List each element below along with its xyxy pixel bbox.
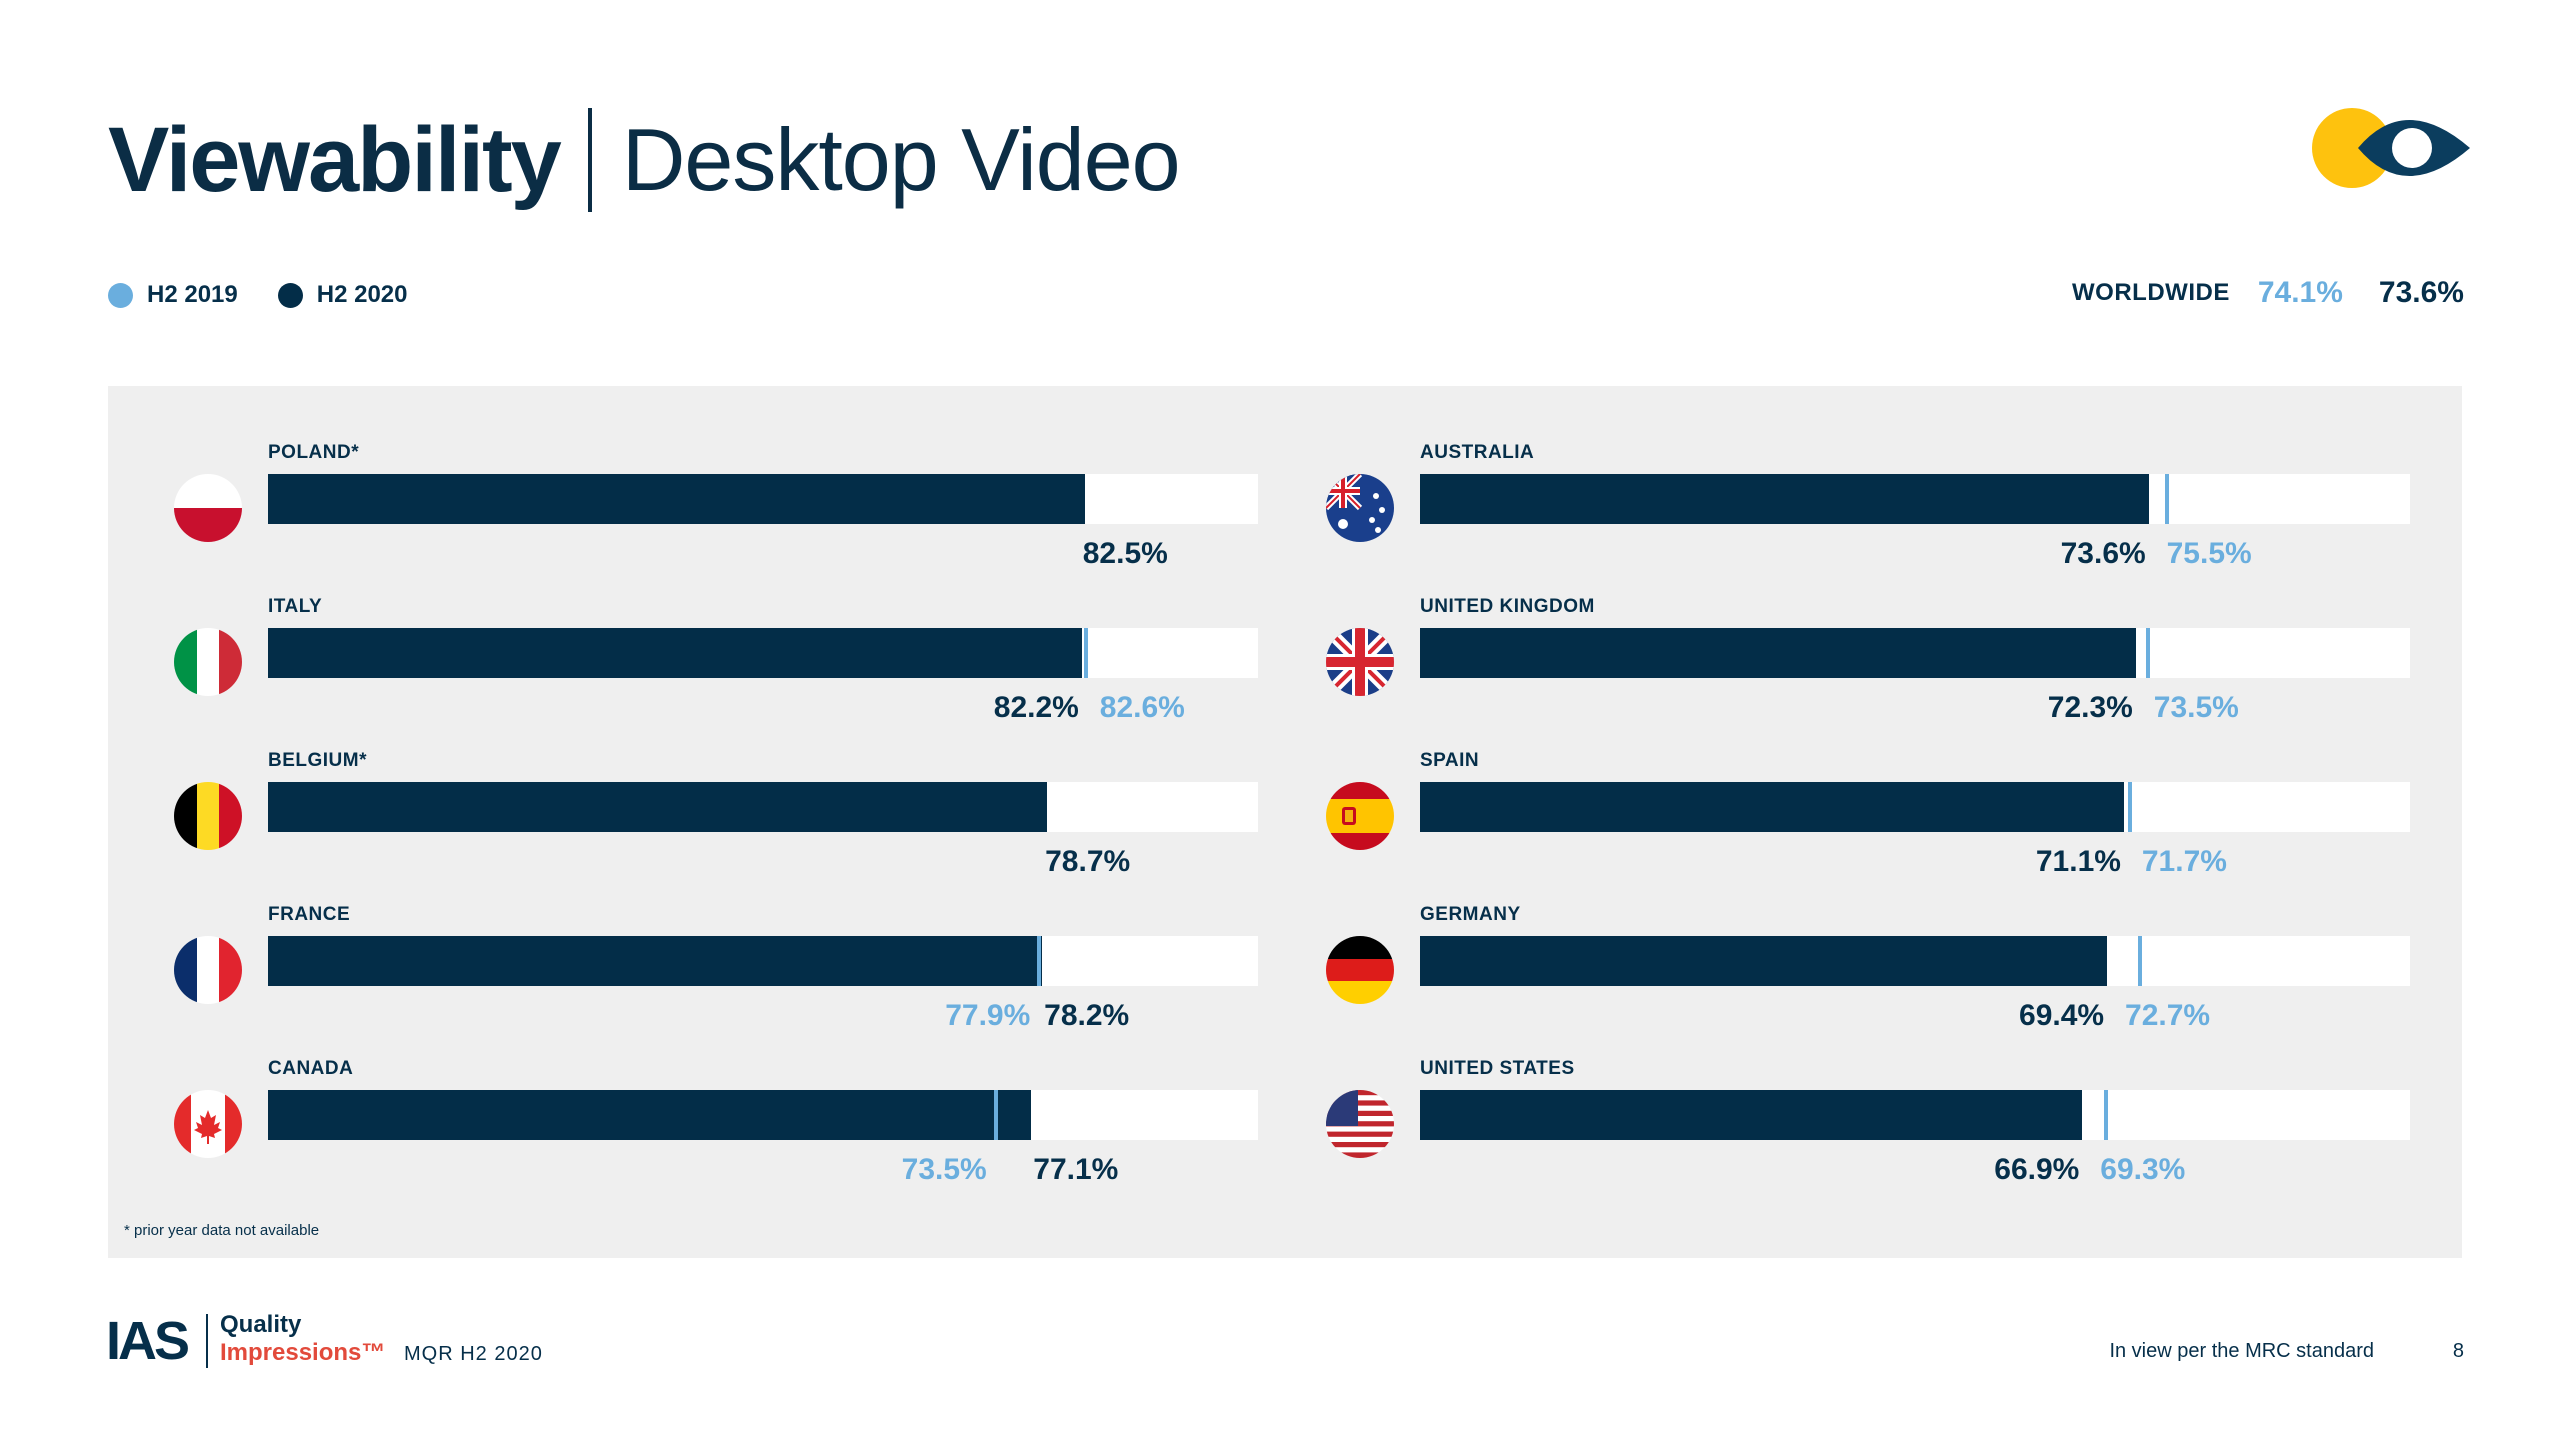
bar-track: [1420, 782, 2410, 832]
value-label-h2-2019: 82.6%: [1099, 691, 1185, 724]
bar-h2-2020: [1420, 936, 2108, 986]
chart-legend: H2 2019 H2 2020: [108, 281, 448, 309]
chart-panel: POLAND* 82.5% ITALY 82.2% 82.6% BELGIUM* 78.7%…: [108, 386, 2462, 1258]
country-name: AUSTRALIA: [1420, 442, 1535, 463]
value-label-h2-2020: 78.2%: [1044, 999, 1130, 1032]
country-name: CANADA: [268, 1058, 354, 1079]
marker-h2-2019: [2137, 936, 2142, 986]
ias-quality: Quality: [220, 1311, 302, 1338]
value-label-h2-2019: 73.5%: [2153, 691, 2239, 724]
value-label-h2-2020: 72.3%: [2047, 691, 2133, 724]
country-name: POLAND*: [268, 442, 360, 463]
eye-logo-icon: [2312, 108, 2470, 188]
marker-h2-2019: [993, 1090, 998, 1140]
belgium-flag-icon: [174, 782, 242, 850]
bar-h2-2020: [1420, 782, 2124, 832]
legend-item-h2-2020: H2 2020: [277, 281, 408, 309]
value-label-h2-2019: 73.5%: [901, 1153, 987, 1186]
marker-h2-2019: [2104, 1090, 2109, 1140]
bar-track: [268, 782, 1258, 832]
value-label-h2-2020: 71.1%: [2035, 845, 2121, 878]
value-label-h2-2020: 78.7%: [1045, 845, 1131, 878]
bar-track: [1420, 1090, 2410, 1140]
legend-item-h2-2019: H2 2019: [108, 281, 238, 309]
value-label-h2-2019: 72.7%: [2125, 999, 2211, 1032]
ias-brand: IAS: [106, 1311, 190, 1371]
italy-flag-icon: [174, 628, 242, 696]
value-label-h2-2020: 69.4%: [2019, 999, 2105, 1032]
marker-h2-2019: [2127, 782, 2132, 832]
marker-h2-2019: [1037, 936, 1042, 986]
bar-track: [268, 628, 1258, 678]
bar-h2-2020: [1420, 1090, 2083, 1140]
mrc-standard-note: In view per the MRC standard: [2109, 1340, 2374, 1362]
value-label-h2-2019: 75.5%: [2166, 537, 2252, 570]
worldwide-summary: WORLDWIDE 74.1% 73.6%: [2072, 276, 2464, 310]
ias-divider: [206, 1314, 208, 1368]
report-label: MQR H2 2020: [404, 1343, 543, 1365]
value-label-h2-2020: 66.9%: [1994, 1153, 2080, 1186]
value-label-h2-2020: 77.1%: [1033, 1153, 1119, 1186]
bar-track: [268, 474, 1258, 524]
germany-flag-icon: [1326, 936, 1394, 1004]
bar-h2-2020: [1420, 628, 2136, 678]
legend-dot-prev: [108, 282, 133, 308]
country-name: ITALY: [268, 596, 323, 617]
value-label-h2-2019: 77.9%: [945, 999, 1031, 1032]
title-main: Viewability: [108, 108, 562, 211]
title-subtitle: Desktop Video: [621, 110, 1181, 209]
value-label-h2-2020: 82.5%: [1082, 537, 1168, 570]
usa-flag-icon: [1326, 1090, 1394, 1158]
legend-label-prev: H2 2019: [147, 281, 238, 308]
worldwide-prev-value: 74.1%: [2257, 276, 2343, 309]
bar-track: [1420, 474, 2410, 524]
footnote: * prior year data not available: [124, 1222, 320, 1239]
value-label-h2-2019: 69.3%: [2100, 1153, 2186, 1186]
poland-flag-icon: [174, 474, 242, 542]
country-name: FRANCE: [268, 904, 351, 925]
bar-h2-2020: [268, 474, 1085, 524]
legend-label-curr: H2 2020: [316, 281, 408, 308]
australia-flag-icon: [1326, 474, 1394, 542]
country-name: UNITED KINGDOM: [1420, 596, 1595, 617]
canada-flag-icon: [174, 1090, 242, 1158]
bar-track: [268, 936, 1258, 986]
bar-h2-2020: [268, 628, 1082, 678]
uk-flag-icon: [1326, 628, 1394, 696]
bar-track: [1420, 936, 2410, 986]
bar-h2-2020: [268, 782, 1048, 832]
bar-h2-2020: [268, 936, 1043, 986]
title-divider: [587, 108, 592, 212]
bar-track: [268, 1090, 1258, 1140]
ias-impressions: Impressions™: [220, 1339, 386, 1366]
page-title: Viewability Desktop Video: [108, 100, 1181, 220]
bar-h2-2020: [268, 1090, 1032, 1140]
worldwide-label: WORLDWIDE: [2072, 279, 2230, 306]
value-label-h2-2020: 82.2%: [993, 691, 1079, 724]
marker-h2-2019: [1083, 628, 1088, 678]
france-flag-icon: [174, 936, 242, 1004]
country-name: UNITED STATES: [1420, 1058, 1575, 1079]
country-name: SPAIN: [1420, 750, 1480, 771]
legend-dot-curr: [277, 282, 303, 308]
country-name: BELGIUM*: [268, 750, 367, 771]
bar-h2-2020: [1420, 474, 2149, 524]
marker-h2-2019: [2165, 474, 2170, 524]
value-label-h2-2020: 73.6%: [2060, 537, 2146, 570]
country-name: GERMANY: [1420, 904, 1521, 925]
worldwide-curr-value: 73.6%: [2378, 276, 2464, 309]
page-number: 8: [2452, 1340, 2464, 1362]
bar-track: [1420, 628, 2410, 678]
value-label-h2-2019: 71.7%: [2141, 845, 2227, 878]
marker-h2-2019: [2145, 628, 2150, 678]
spain-flag-icon: [1326, 782, 1394, 850]
